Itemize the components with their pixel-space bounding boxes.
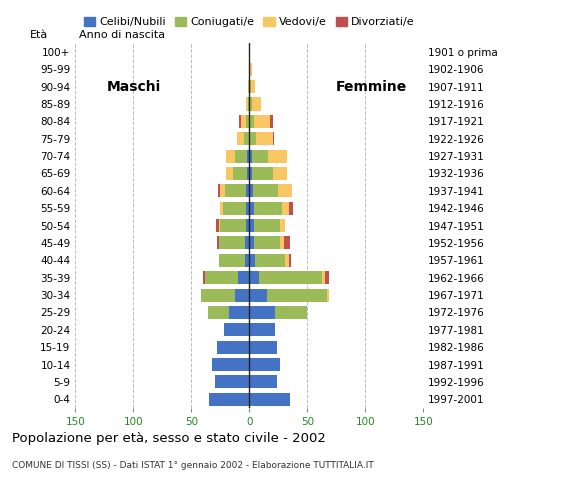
Bar [252,167,273,180]
Bar [254,202,282,215]
Bar [235,150,247,163]
Bar [249,375,277,388]
Text: Età: Età [30,30,48,39]
Text: Femmine: Femmine [336,80,407,94]
Bar [289,202,293,215]
Bar [209,393,249,406]
Bar [208,306,229,319]
Bar [327,288,329,301]
Bar [249,341,277,354]
Text: Popolazione per età, sesso e stato civile - 2002: Popolazione per età, sesso e stato civil… [12,432,325,445]
Legend: Celibi/Nubili, Coniugati/e, Vedovi/e, Divorziati/e: Celibi/Nubili, Coniugati/e, Vedovi/e, Di… [79,12,419,32]
Bar [249,237,254,250]
Bar [259,271,322,284]
Bar [284,237,290,250]
Bar [201,288,235,301]
Bar [251,80,255,93]
Bar [237,132,244,145]
Bar [325,271,329,284]
Bar [254,115,270,128]
Bar [280,219,285,232]
Bar [225,184,246,197]
Bar [273,132,274,145]
Bar [215,375,249,388]
Bar [249,150,252,163]
Bar [249,219,254,232]
Bar [254,219,280,232]
Bar [223,202,246,215]
Bar [247,150,249,163]
Bar [267,288,327,301]
Bar [268,150,287,163]
Bar [270,115,273,128]
Bar [273,167,287,180]
Bar [226,167,233,180]
Bar [253,184,278,197]
Bar [285,254,289,267]
Bar [235,288,249,301]
Bar [219,254,245,267]
Bar [246,115,249,128]
Text: COMUNE DI TISSI (SS) - Dati ISTAT 1° gennaio 2002 - Elaborazione TUTTITALIA.IT: COMUNE DI TISSI (SS) - Dati ISTAT 1° gen… [12,461,374,470]
Bar [249,80,251,93]
Bar [246,202,249,215]
Bar [246,184,249,197]
Bar [252,97,261,110]
Text: Maschi: Maschi [106,80,161,94]
Bar [278,184,292,197]
Bar [247,167,249,180]
Bar [219,237,245,250]
Bar [249,63,252,76]
Bar [220,219,246,232]
Bar [212,358,249,371]
Bar [249,324,275,336]
Bar [252,150,268,163]
Bar [244,132,249,145]
Bar [241,115,246,128]
Bar [246,219,249,232]
Bar [248,80,249,93]
Bar [249,306,275,319]
Bar [216,219,219,232]
Bar [249,115,254,128]
Bar [249,271,259,284]
Bar [224,324,249,336]
Bar [238,271,249,284]
Bar [239,115,241,128]
Text: Anno di nascita: Anno di nascita [79,30,165,39]
Bar [226,150,235,163]
Bar [275,306,307,319]
Bar [220,184,225,197]
Bar [249,97,252,110]
Bar [246,97,248,110]
Bar [249,254,255,267]
Bar [255,254,285,267]
Bar [280,237,284,250]
Bar [249,288,267,301]
Bar [256,132,273,145]
Bar [205,271,238,284]
Bar [245,237,249,250]
Bar [203,271,205,284]
Bar [249,358,280,371]
Bar [218,184,220,197]
Bar [249,393,290,406]
Bar [289,254,291,267]
Bar [254,237,280,250]
Bar [229,306,249,319]
Bar [249,184,253,197]
Bar [219,219,220,232]
Bar [322,271,325,284]
Bar [245,254,249,267]
Bar [217,341,249,354]
Bar [249,167,252,180]
Bar [249,132,256,145]
Bar [217,237,219,250]
Bar [249,202,254,215]
Bar [220,202,223,215]
Bar [248,97,249,110]
Bar [233,167,247,180]
Bar [282,202,289,215]
